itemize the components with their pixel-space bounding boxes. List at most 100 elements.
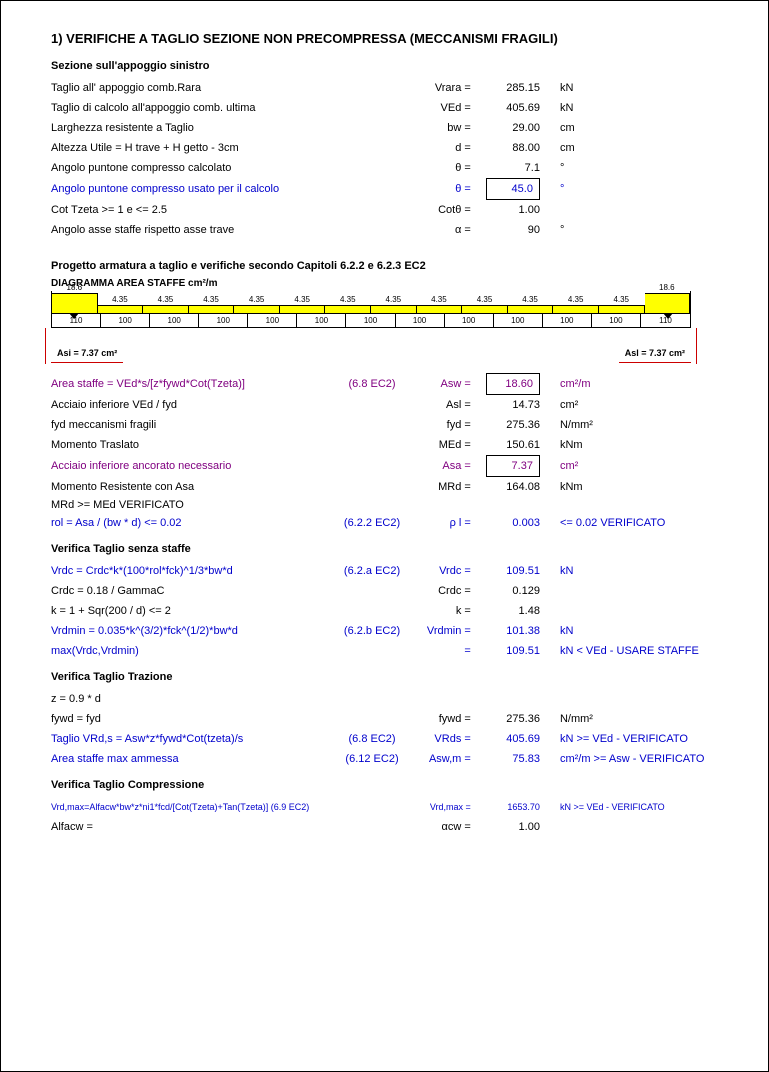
row-label: Area staffe max ammessa bbox=[51, 749, 328, 769]
row-label: max(Vrdc,Vrdmin) bbox=[51, 641, 328, 661]
bar-value: 4.35 bbox=[553, 296, 598, 304]
bar-value: 4.35 bbox=[325, 296, 370, 304]
row-value: 150.61 bbox=[471, 435, 544, 455]
width-cell: 100 bbox=[297, 314, 346, 327]
data-row: Alfacw = αcw =1.00 bbox=[51, 817, 718, 837]
bar: 4.35 bbox=[143, 305, 189, 313]
row-unit: kN < VEd - USARE STAFFE bbox=[544, 641, 718, 661]
row-symbol: Asa = bbox=[416, 456, 470, 476]
row-vrdmax: Vrd,max=Alfacw*bw*z*ni1*fcd/[Cot(Tzeta)+… bbox=[51, 797, 718, 817]
data-row: fywd = fydfywd =275.36N/mm² bbox=[51, 709, 718, 729]
row-unit: ° bbox=[544, 179, 718, 199]
row-unit: kNm bbox=[544, 435, 718, 455]
widths-row: 110100100100100100100100100100100100110 bbox=[51, 314, 691, 328]
row-value: 14.73 bbox=[471, 395, 544, 415]
row-symbol: VRds = bbox=[416, 729, 470, 749]
row-label: Taglio VRd,s = Asw*z*fywd*Cot(tzeta)/s bbox=[51, 729, 328, 749]
bar-value: 18.6 bbox=[645, 284, 690, 292]
row-unit: kN bbox=[544, 78, 718, 98]
bar-row: 18.64.354.354.354.354.354.354.354.354.35… bbox=[51, 291, 691, 314]
row-value: 109.51 bbox=[471, 641, 544, 661]
data-row: z = 0.9 * d bbox=[51, 689, 718, 709]
support-right-icon bbox=[663, 313, 673, 319]
red-marker-icon bbox=[45, 328, 46, 364]
width-cell: 100 bbox=[150, 314, 199, 327]
row-ref: (6.2.a EC2) bbox=[328, 561, 417, 581]
section2-title: Progetto armatura a taglio e verifiche s… bbox=[51, 260, 718, 272]
data-row: Crdc = 0.18 / GammaCCrdc =0.129 bbox=[51, 581, 718, 601]
rows4: z = 0.9 * dfywd = fydfywd =275.36N/mm²Ta… bbox=[51, 689, 718, 769]
data-row: Cot Tzeta >= 1 e <= 2.5Cotθ =1.00 bbox=[51, 200, 718, 220]
row-symbol: Vrdc = bbox=[416, 561, 470, 581]
data-row: Angolo puntone compresso calcolatoθ =7.1… bbox=[51, 158, 718, 178]
row-unit: <= 0.02 VERIFICATO bbox=[544, 513, 718, 533]
bar: 4.35 bbox=[325, 305, 371, 313]
section1-title: Sezione sull'appoggio sinistro bbox=[51, 60, 718, 72]
row-symbol: Asw = bbox=[416, 374, 470, 394]
diagram-wrap: DIAGRAMMA AREA STAFFE cm²/m 18.64.354.35… bbox=[51, 278, 718, 363]
row-label: Momento Resistente con Asa bbox=[51, 477, 328, 497]
width-cell: 100 bbox=[199, 314, 248, 327]
row-value: 109.51 bbox=[471, 561, 544, 581]
row-rol: rol = Asa / (bw * d) <= 0.02(6.2.2 EC2)ρ… bbox=[51, 513, 718, 533]
row-symbol: = bbox=[416, 641, 470, 661]
data-row: Momento Resistente con AsaMRd =164.08kNm bbox=[51, 477, 718, 497]
main-title: 1) VERIFICHE A TAGLIO SEZIONE NON PRECOM… bbox=[51, 31, 718, 46]
boxed-value: 7.37 bbox=[486, 455, 540, 477]
data-row: Altezza Utile = H trave + H getto - 3cmd… bbox=[51, 138, 718, 158]
row-unit: cm²/m >= Asw - VERIFICATO bbox=[544, 749, 718, 769]
row-unit: cm bbox=[544, 118, 718, 138]
bar-value: 4.35 bbox=[189, 296, 234, 304]
row-symbol: bw = bbox=[416, 118, 470, 138]
row-symbol: Asw,m = bbox=[416, 749, 470, 769]
sub-verif-compressione: Verifica Taglio Compressione bbox=[51, 779, 718, 791]
row-ref: (6.2.2 EC2) bbox=[328, 513, 417, 533]
width-cell: 100 bbox=[543, 314, 592, 327]
row-symbol: Vrdmin = bbox=[416, 621, 470, 641]
boxed-value: 45.0 bbox=[486, 178, 540, 200]
row-label: Alfacw = bbox=[51, 817, 328, 837]
bar: 18.6 bbox=[52, 293, 98, 313]
width-cell: 100 bbox=[494, 314, 543, 327]
row-unit: kN >= VEd - VERIFICATO bbox=[544, 729, 718, 749]
row-value: 101.38 bbox=[471, 621, 544, 641]
bar-value: 4.35 bbox=[98, 296, 143, 304]
row-label: Acciaio inferiore VEd / fyd bbox=[51, 395, 328, 415]
rows2: Area staffe = VEd*s/[z*fywd*Cot(Tzeta)](… bbox=[51, 373, 718, 497]
row-value: 18.60 bbox=[471, 373, 544, 395]
row-ref: (6.12 EC2) bbox=[328, 749, 417, 769]
data-row: Momento Traslato MEd =150.61kNm bbox=[51, 435, 718, 455]
row-value: 1653.70 bbox=[471, 797, 544, 817]
row-value: 275.36 bbox=[471, 709, 544, 729]
row-unit: kN bbox=[544, 621, 718, 641]
row-label: Crdc = 0.18 / GammaC bbox=[51, 581, 328, 601]
bar: 4.35 bbox=[189, 305, 235, 313]
bar: 18.6 bbox=[645, 293, 691, 313]
row-value: 1.00 bbox=[471, 817, 544, 837]
row-label: Vrd,max=Alfacw*bw*z*ni1*fcd/[Cot(Tzeta)+… bbox=[51, 797, 328, 817]
row-label: Vrdmin = 0.035*k^(3/2)*fck^(1/2)*bw*d bbox=[51, 621, 328, 641]
row-unit: kN bbox=[544, 561, 718, 581]
row-ref: (6.8 EC2) bbox=[328, 729, 417, 749]
row-label: Cot Tzeta >= 1 e <= 2.5 bbox=[51, 200, 328, 220]
row-value: 88.00 bbox=[471, 138, 544, 158]
row-value: 7.37 bbox=[471, 455, 544, 477]
data-row: Taglio VRd,s = Asw*z*fywd*Cot(tzeta)/s(6… bbox=[51, 729, 718, 749]
bar: 4.35 bbox=[417, 305, 463, 313]
row-label: Area staffe = VEd*s/[z*fywd*Cot(Tzeta)] bbox=[51, 374, 328, 394]
row-symbol: ρ l = bbox=[416, 513, 470, 533]
row-label: Taglio di calcolo all'appoggio comb. ult… bbox=[51, 98, 328, 118]
row-unit: cm bbox=[544, 138, 718, 158]
row-value: 164.08 bbox=[471, 477, 544, 497]
width-cell: 100 bbox=[592, 314, 641, 327]
row-unit: ° bbox=[544, 158, 718, 178]
row-value: 0.129 bbox=[471, 581, 544, 601]
bar: 4.35 bbox=[280, 305, 326, 313]
row-symbol: MEd = bbox=[416, 435, 470, 455]
row-label: Momento Traslato bbox=[51, 435, 328, 455]
data-row: max(Vrdc,Vrdmin) =109.51kN < VEd - USARE … bbox=[51, 641, 718, 661]
row-symbol: αcw = bbox=[416, 817, 470, 837]
row-unit: cm² bbox=[544, 395, 718, 415]
row-symbol: k = bbox=[416, 601, 470, 621]
row-unit: kN >= VEd - VERIFICATO bbox=[544, 797, 718, 817]
